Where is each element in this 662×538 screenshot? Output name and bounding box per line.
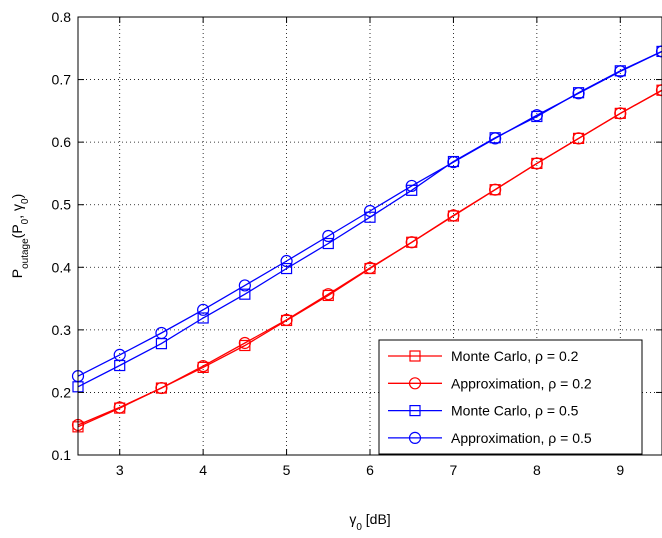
y-tick-label: 0.7 (52, 72, 72, 88)
legend: Monte Carlo, ρ = 0.2 Approximation, ρ = 0… (379, 340, 642, 454)
x-tick-label: 6 (366, 462, 374, 478)
y-tick-label: 0.3 (52, 322, 72, 338)
y-tick-label: 0.8 (52, 9, 72, 25)
y-tick-label: 0.2 (52, 384, 72, 400)
x-tick-label: 9 (616, 462, 624, 478)
y-tick-label: 0.5 (52, 197, 72, 213)
legend-label: Approximation, ρ = 0.5 (451, 430, 592, 446)
legend-label: Monte Carlo, ρ = 0.5 (451, 403, 579, 419)
y-tick-label: 0.6 (52, 134, 72, 150)
y-axis-label: Poutage(P0, γ0) (9, 194, 31, 279)
legend-label: Approximation, ρ = 0.2 (451, 375, 592, 391)
x-axis-label: γ0 [dB] (349, 511, 390, 533)
x-tick-label: 7 (450, 462, 458, 478)
y-tick-label: 0.1 (52, 447, 72, 463)
legend-label: Monte Carlo, ρ = 0.2 (451, 348, 579, 364)
x-tick-label: 8 (533, 462, 541, 478)
y-tick-label: 0.4 (52, 259, 72, 275)
x-tick-label: 3 (116, 462, 124, 478)
x-tick-label: 4 (199, 462, 207, 478)
x-tick-label: 5 (283, 462, 291, 478)
